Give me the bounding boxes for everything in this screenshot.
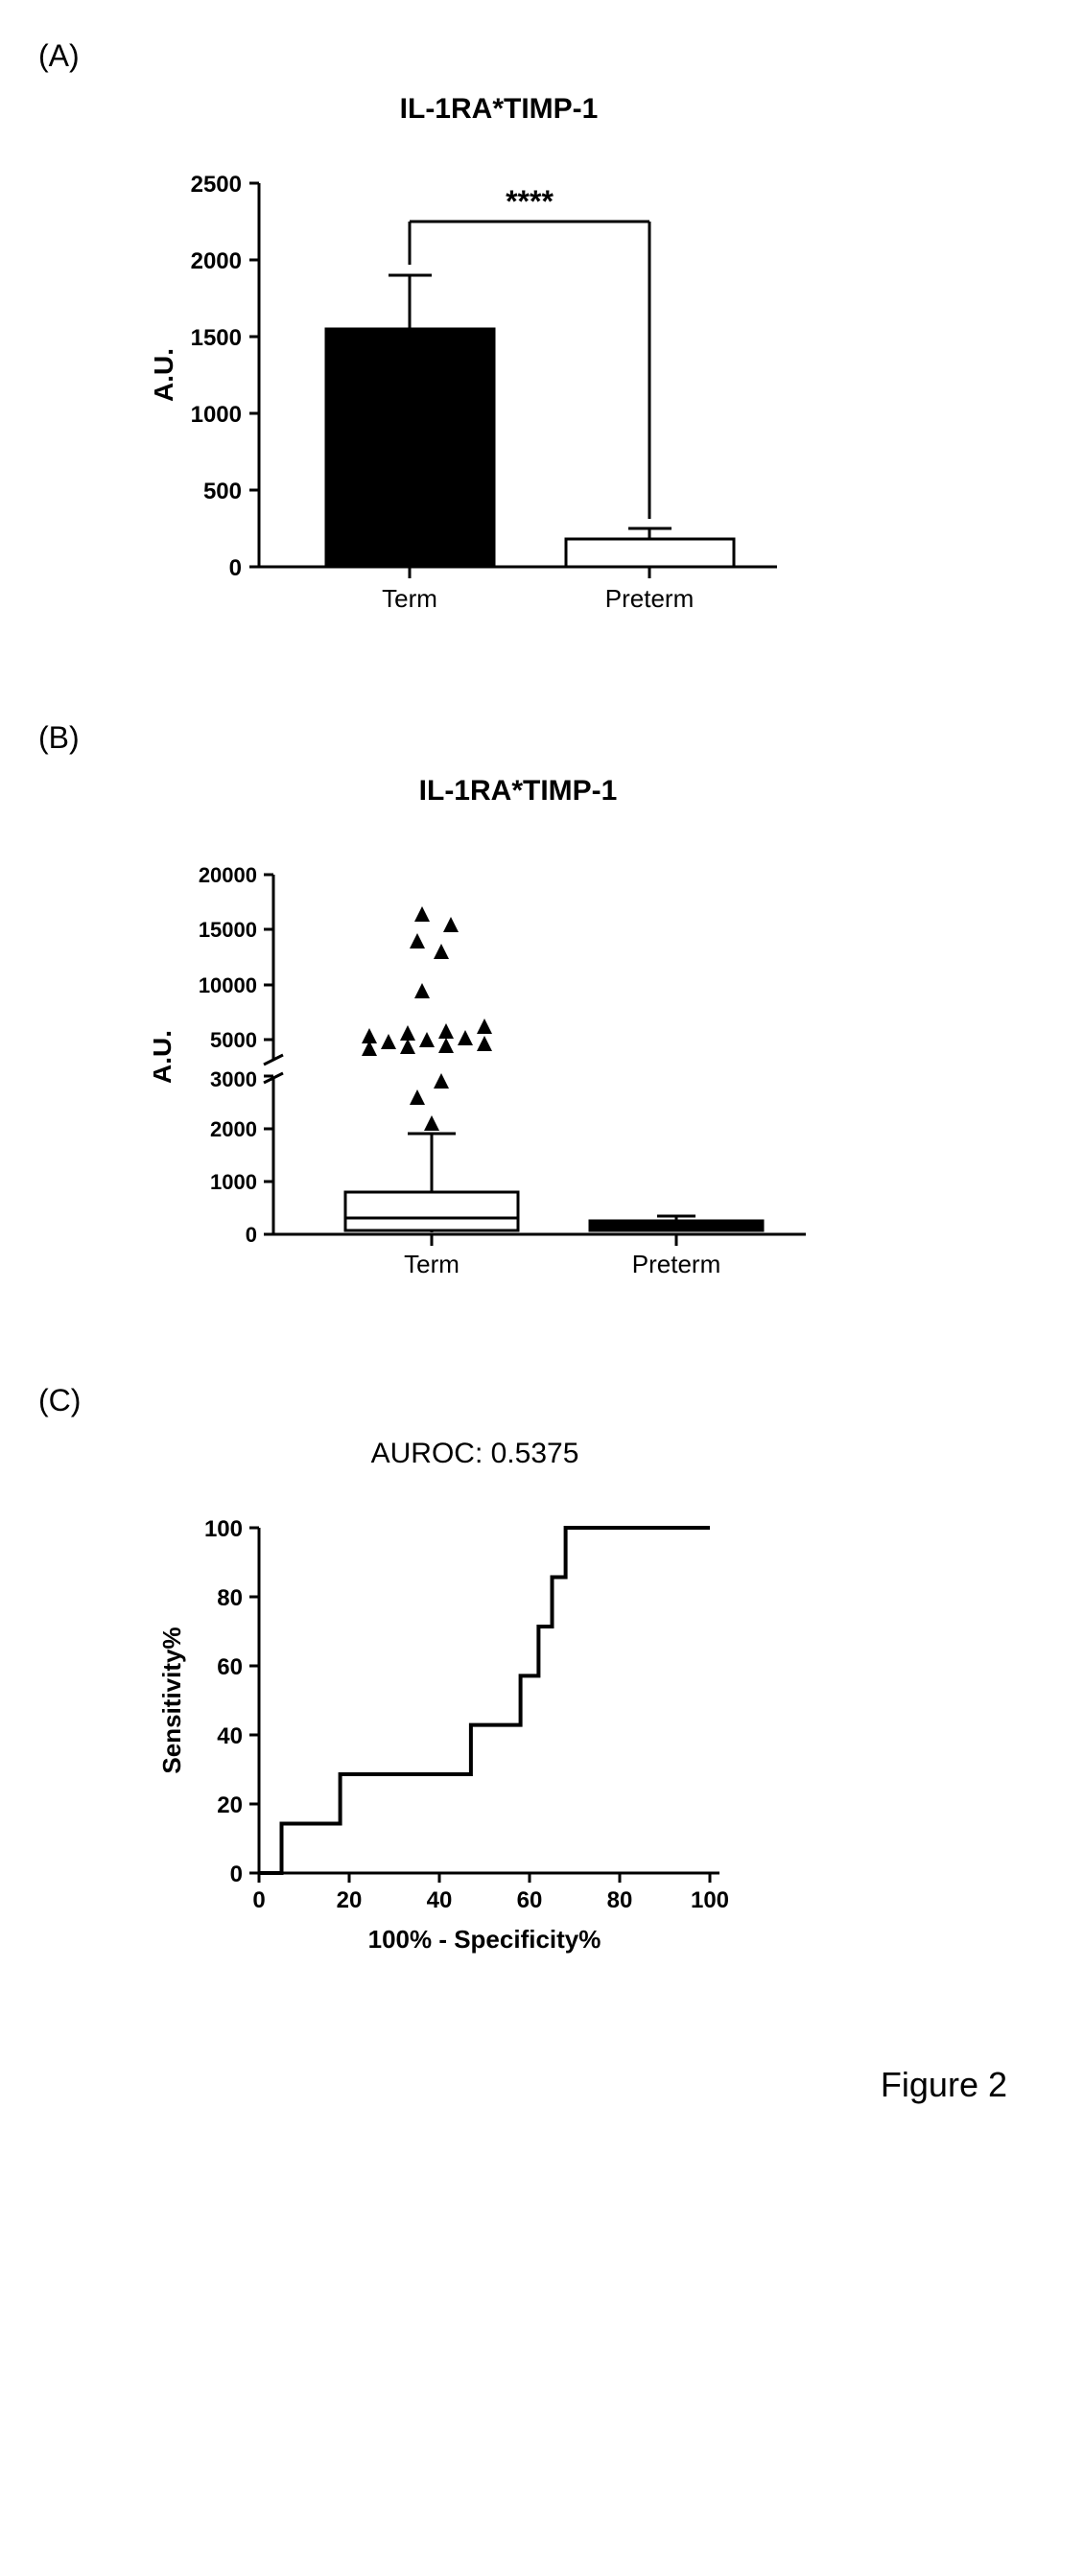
svg-text:100% - Specificity%: 100% - Specificity% [368,1925,601,1954]
chart-c: AUROC: 0.5375 0 20 40 60 80 100 0 20 40 [153,1438,1046,1988]
svg-text:80: 80 [217,1585,243,1611]
svg-text:5000: 5000 [210,1028,257,1052]
chart-b: IL-1RA*TIMP-1 0 1000 2000 3000 5000 1000… [153,775,1046,1306]
svg-text:1000: 1000 [210,1170,257,1194]
panel-b-label: (B) [38,720,1046,756]
svg-text:1500: 1500 [191,325,242,351]
figure-label: Figure 2 [38,2065,1007,2105]
svg-text:3000: 3000 [210,1067,257,1091]
svg-text:0: 0 [252,1887,265,1913]
svg-text:Term: Term [382,584,437,613]
svg-text:A.U.: A.U. [153,348,178,402]
chart-a-title: IL-1RA*TIMP-1 [211,93,787,126]
chart-b-title: IL-1RA*TIMP-1 [230,775,806,808]
svg-text:20: 20 [217,1792,243,1818]
svg-text:20000: 20000 [199,863,257,887]
bar-preterm [566,539,734,567]
svg-text:2000: 2000 [191,248,242,274]
box-term [345,1192,518,1230]
svg-text:2000: 2000 [210,1117,257,1141]
svg-text:Sensitivity%: Sensitivity% [157,1627,186,1773]
svg-text:****: **** [506,184,554,219]
svg-text:20: 20 [337,1887,363,1913]
svg-text:60: 60 [517,1887,543,1913]
svg-text:500: 500 [203,479,242,504]
box-preterm [590,1221,763,1230]
chart-c-svg: 0 20 40 60 80 100 0 20 40 60 80 100 [153,1489,806,1988]
chart-c-title: AUROC: 0.5375 [211,1438,739,1470]
svg-text:0: 0 [246,1223,257,1247]
chart-a-svg: 0 500 1000 1500 2000 2500 A.U. Term [153,145,844,644]
svg-text:10000: 10000 [199,973,257,997]
svg-text:100: 100 [204,1516,243,1542]
roc-curve [259,1528,710,1873]
panel-c-label: (C) [38,1383,1046,1418]
svg-text:40: 40 [217,1723,243,1749]
svg-text:Preterm: Preterm [605,584,694,613]
svg-text:0: 0 [230,1862,243,1887]
chart-a: IL-1RA*TIMP-1 0 500 1000 1500 2000 2500 … [153,93,1046,644]
svg-text:0: 0 [229,555,242,581]
svg-text:40: 40 [427,1887,453,1913]
svg-text:15000: 15000 [199,918,257,942]
bar-term [326,329,494,567]
svg-text:A.U.: A.U. [153,1030,177,1084]
svg-text:Term: Term [404,1250,460,1278]
svg-text:1000: 1000 [191,402,242,428]
outliers-term [362,906,492,1131]
chart-b-svg: 0 1000 2000 3000 5000 10000 15000 20000 … [153,827,863,1306]
svg-text:60: 60 [217,1654,243,1680]
svg-text:80: 80 [607,1887,633,1913]
svg-text:Preterm: Preterm [632,1250,720,1278]
svg-text:100: 100 [691,1887,729,1913]
svg-text:2500: 2500 [191,172,242,198]
panel-a-label: (A) [38,38,1046,74]
